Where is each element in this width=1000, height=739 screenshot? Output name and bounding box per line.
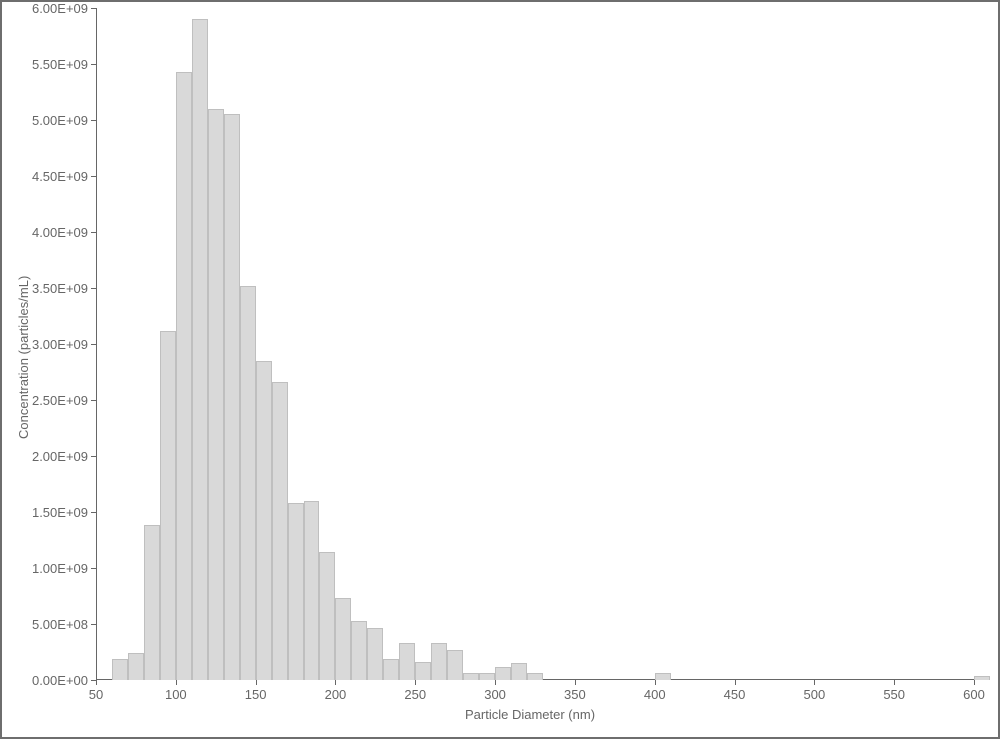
histogram-bar xyxy=(192,19,208,680)
y-tick xyxy=(91,232,96,233)
x-tick-label: 500 xyxy=(804,687,826,702)
histogram-bar xyxy=(144,525,160,680)
x-tick xyxy=(495,680,496,685)
y-axis-label: Concentration (particles/mL) xyxy=(16,276,31,439)
x-tick xyxy=(96,680,97,685)
y-tick-label: 4.50E+09 xyxy=(32,169,88,184)
histogram-bar xyxy=(319,552,335,680)
y-tick xyxy=(91,120,96,121)
histogram-bar xyxy=(415,662,431,680)
y-tick xyxy=(91,624,96,625)
histogram-bar xyxy=(383,659,399,680)
x-tick-label: 400 xyxy=(644,687,666,702)
y-tick-label: 5.50E+09 xyxy=(32,57,88,72)
histogram-bar xyxy=(128,653,144,680)
histogram-bar xyxy=(112,659,128,680)
y-tick xyxy=(91,512,96,513)
histogram-bar xyxy=(431,643,447,680)
y-tick xyxy=(91,400,96,401)
histogram-bar xyxy=(479,673,495,680)
x-tick-label: 450 xyxy=(724,687,746,702)
x-tick-label: 100 xyxy=(165,687,187,702)
y-tick-label: 5.00E+08 xyxy=(32,617,88,632)
x-tick xyxy=(814,680,815,685)
y-tick-label: 2.00E+09 xyxy=(32,449,88,464)
histogram-bar xyxy=(176,72,192,680)
x-tick-label: 50 xyxy=(89,687,103,702)
histogram-bar xyxy=(272,382,288,680)
y-tick xyxy=(91,344,96,345)
y-tick xyxy=(91,64,96,65)
x-tick xyxy=(974,680,975,685)
x-tick-label: 300 xyxy=(484,687,506,702)
histogram-bar xyxy=(399,643,415,680)
histogram-bar xyxy=(463,673,479,680)
histogram-bar xyxy=(447,650,463,680)
x-tick-label: 350 xyxy=(564,687,586,702)
histogram-bar xyxy=(160,331,176,680)
histogram-bar xyxy=(288,503,304,680)
x-tick xyxy=(655,680,656,685)
y-tick xyxy=(91,8,96,9)
x-tick-label: 250 xyxy=(404,687,426,702)
histogram-bar xyxy=(367,628,383,680)
plot-area xyxy=(96,8,974,680)
histogram-bar xyxy=(655,673,671,680)
histogram-chart: Concentration (particles/mL) Particle Di… xyxy=(0,0,1000,739)
histogram-bar xyxy=(335,598,351,680)
y-tick-label: 1.50E+09 xyxy=(32,505,88,520)
y-tick-label: 3.00E+09 xyxy=(32,337,88,352)
y-tick-label: 3.50E+09 xyxy=(32,281,88,296)
y-tick xyxy=(91,176,96,177)
y-tick-label: 6.00E+09 xyxy=(32,1,88,16)
x-tick xyxy=(894,680,895,685)
y-tick xyxy=(91,456,96,457)
histogram-bar xyxy=(351,621,367,680)
x-tick xyxy=(735,680,736,685)
histogram-bar xyxy=(240,286,256,680)
histogram-bar xyxy=(256,361,272,680)
y-tick-label: 5.00E+09 xyxy=(32,113,88,128)
x-axis-label: Particle Diameter (nm) xyxy=(465,707,595,722)
histogram-bar xyxy=(527,673,543,680)
x-tick xyxy=(415,680,416,685)
x-tick-label: 550 xyxy=(883,687,905,702)
y-tick-label: 1.00E+09 xyxy=(32,561,88,576)
y-tick xyxy=(91,288,96,289)
histogram-bar xyxy=(304,501,320,680)
histogram-bar xyxy=(224,114,240,680)
x-tick-label: 150 xyxy=(245,687,267,702)
y-tick-label: 4.00E+09 xyxy=(32,225,88,240)
histogram-bar xyxy=(495,667,511,680)
x-tick xyxy=(256,680,257,685)
x-tick-label: 200 xyxy=(325,687,347,702)
histogram-bar xyxy=(208,109,224,680)
x-tick-label: 600 xyxy=(963,687,985,702)
y-tick-label: 0.00E+00 xyxy=(32,673,88,688)
histogram-bar xyxy=(974,676,990,680)
x-tick xyxy=(176,680,177,685)
x-tick xyxy=(575,680,576,685)
y-tick xyxy=(91,568,96,569)
histogram-bar xyxy=(511,663,527,680)
y-tick-label: 2.50E+09 xyxy=(32,393,88,408)
x-tick xyxy=(335,680,336,685)
